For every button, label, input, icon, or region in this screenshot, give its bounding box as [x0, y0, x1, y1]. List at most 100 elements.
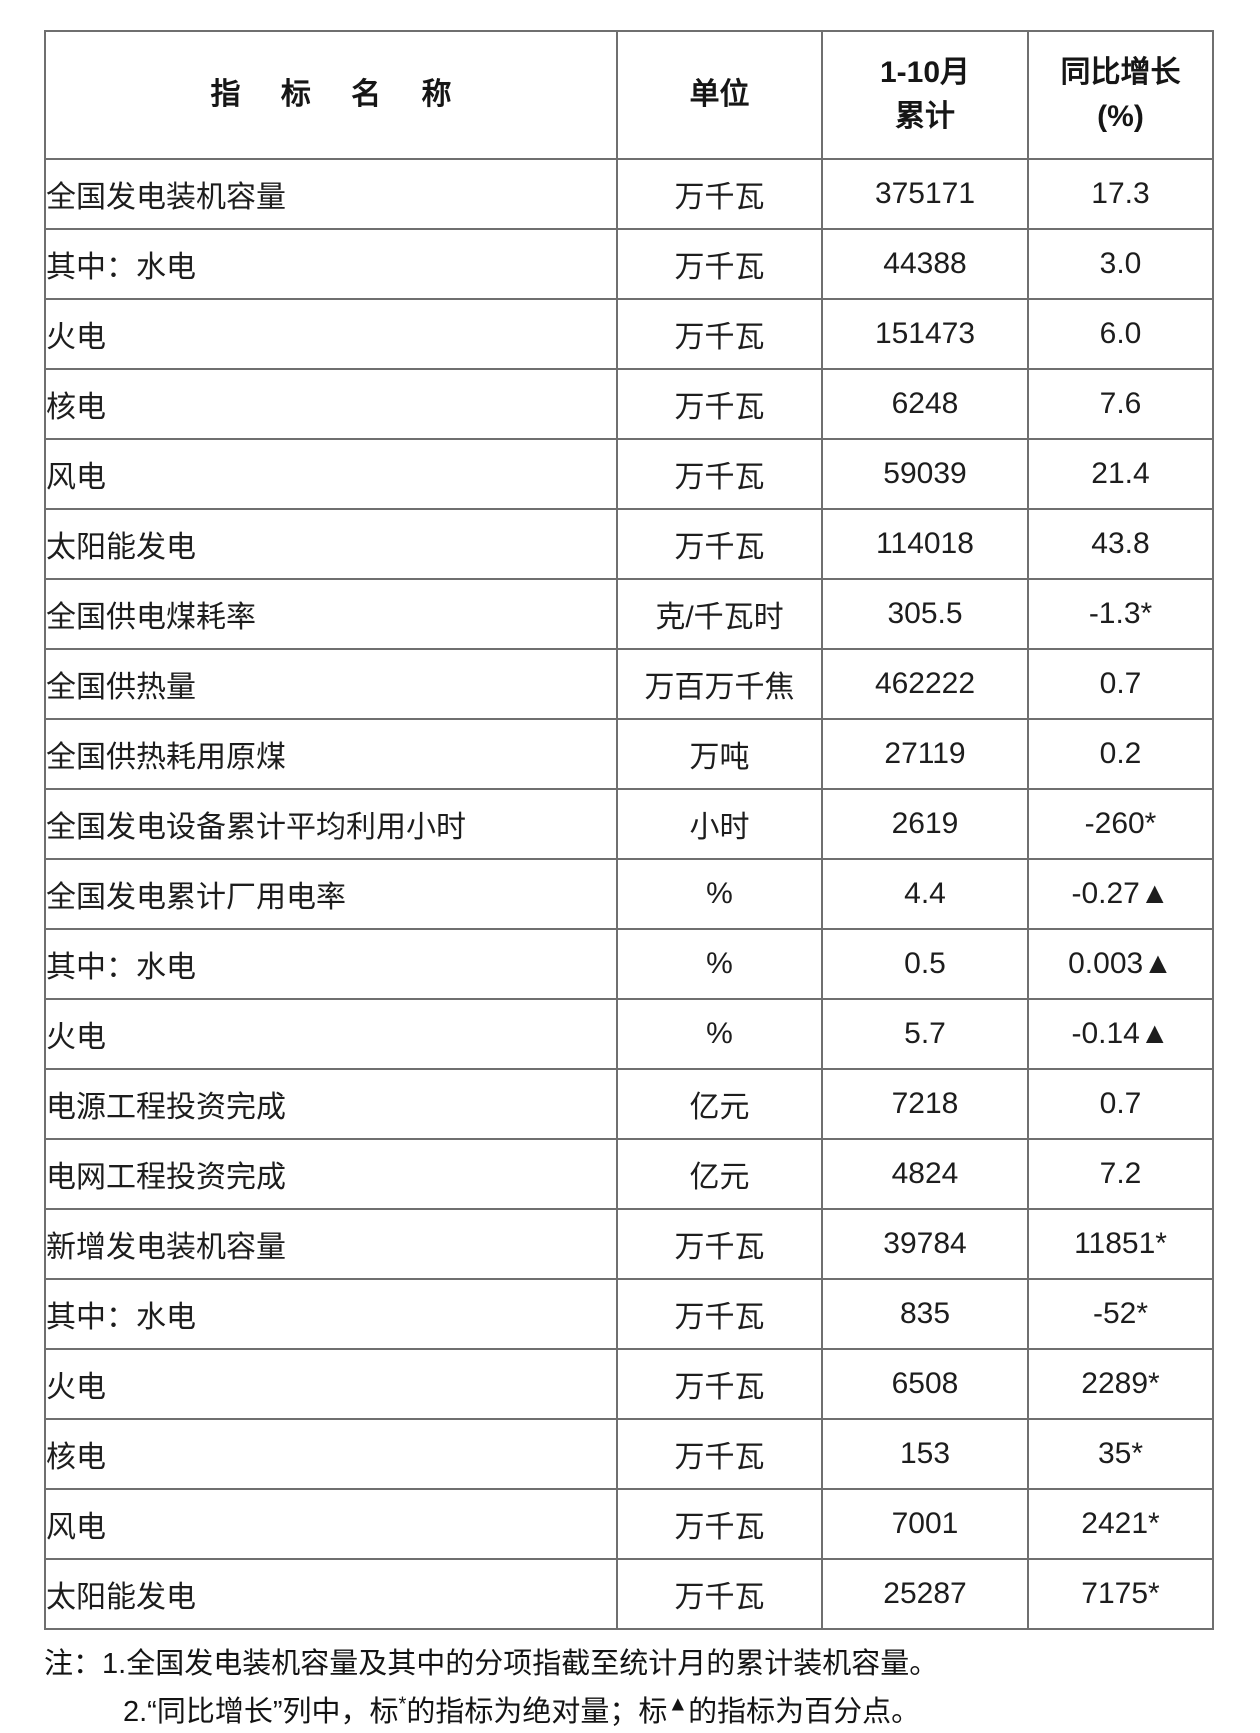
note-line-2: 2.“同比增长”列中，标*的指标为绝对量；标▲的指标为百分点。 [44, 1688, 1234, 1733]
value-cell: 59039 [821, 438, 1029, 510]
unit-cell: 小时 [616, 788, 823, 860]
table-row: 其中：水电 万千瓦 835 -52* [44, 1278, 1214, 1350]
table-row: 风电 万千瓦 59039 21.4 [44, 438, 1214, 510]
indicator-cell: 新增发电装机容量 [44, 1208, 618, 1280]
value-cell: 39784 [821, 1208, 1029, 1280]
value-cell: 151473 [821, 298, 1029, 370]
indicator-cell: 全国发电累计厂用电率 [44, 858, 618, 930]
growth-cell: 43.8 [1027, 508, 1214, 580]
header-period-line1: 1-10月 [879, 56, 971, 89]
table-row: 核电 万千瓦 6248 7.6 [44, 368, 1214, 440]
unit-cell: 万千瓦 [616, 1208, 823, 1280]
indicator-cell: 火电 [44, 298, 618, 370]
growth-cell: -0.27▲ [1027, 858, 1214, 930]
value-cell: 7218 [821, 1068, 1029, 1140]
growth-cell: 0.7 [1027, 648, 1214, 720]
unit-cell: % [616, 928, 823, 1000]
indicator-cell: 太阳能发电 [44, 508, 618, 580]
value-cell: 375171 [821, 158, 1029, 230]
header-unit: 单位 [616, 30, 823, 160]
growth-cell: 21.4 [1027, 438, 1214, 510]
unit-cell: % [616, 858, 823, 930]
unit-cell: 万千瓦 [616, 1558, 823, 1630]
table-row: 火电 万千瓦 151473 6.0 [44, 298, 1214, 370]
indicator-cell: 其中：水电 [44, 928, 618, 1000]
indicator-cell: 风电 [44, 438, 618, 510]
indicator-cell: 核电 [44, 368, 618, 440]
growth-cell: 2289* [1027, 1348, 1214, 1420]
indicator-cell: 其中：水电 [44, 228, 618, 300]
unit-cell: 万千瓦 [616, 1418, 823, 1490]
table-row: 核电 万千瓦 153 35* [44, 1418, 1214, 1490]
growth-cell: 0.2 [1027, 718, 1214, 790]
growth-cell: 3.0 [1027, 228, 1214, 300]
table-row: 电源工程投资完成 亿元 7218 0.7 [44, 1068, 1214, 1140]
table-row: 太阳能发电 万千瓦 25287 7175* [44, 1558, 1214, 1630]
indicator-cell: 全国发电设备累计平均利用小时 [44, 788, 618, 860]
header-indicator-name: 指 标 名 称 [44, 30, 618, 160]
unit-cell: 万千瓦 [616, 1348, 823, 1420]
note-1-text: 1.全国发电装机容量及其中的分项指截至统计月的累计装机容量。 [102, 1648, 939, 1680]
value-cell: 153 [821, 1418, 1029, 1490]
note-line-1: 注：1.全国发电装机容量及其中的分项指截至统计月的累计装机容量。 [44, 1640, 1234, 1688]
indicator-cell: 全国供热耗用原煤 [44, 718, 618, 790]
note-2-text-b: 的指标为绝对量；标 [406, 1696, 668, 1728]
header-period-line2: 累计 [895, 100, 955, 133]
value-cell: 6248 [821, 368, 1029, 440]
table-row: 全国发电设备累计平均利用小时 小时 2619 -260* [44, 788, 1214, 860]
growth-cell: -260* [1027, 788, 1214, 860]
indicator-cell: 全国供电煤耗率 [44, 578, 618, 650]
value-cell: 5.7 [821, 998, 1029, 1070]
asterisk-mark: * [398, 1693, 407, 1716]
unit-cell: 万千瓦 [616, 368, 823, 440]
growth-cell: -1.3* [1027, 578, 1214, 650]
table-header-row: 指 标 名 称 单位 1-10月 累计 同比增长 (%) [44, 30, 1214, 160]
indicator-cell: 火电 [44, 998, 618, 1070]
unit-cell: 万吨 [616, 718, 823, 790]
unit-cell: 万千瓦 [616, 298, 823, 370]
unit-cell: 亿元 [616, 1068, 823, 1140]
unit-cell: 万千瓦 [616, 1488, 823, 1560]
table-row: 风电 万千瓦 7001 2421* [44, 1488, 1214, 1560]
growth-cell: -0.14▲ [1027, 998, 1214, 1070]
header-growth-line2: (%) [1097, 100, 1144, 133]
indicator-cell: 全国供热量 [44, 648, 618, 720]
indicator-cell: 全国发电装机容量 [44, 158, 618, 230]
table-row: 新增发电装机容量 万千瓦 39784 11851* [44, 1208, 1214, 1280]
unit-cell: % [616, 998, 823, 1070]
growth-cell: 7.6 [1027, 368, 1214, 440]
unit-cell: 万千瓦 [616, 158, 823, 230]
unit-cell: 万千瓦 [616, 508, 823, 580]
growth-cell: 6.0 [1027, 298, 1214, 370]
growth-cell: 2421* [1027, 1488, 1214, 1560]
triangle-mark: ▲ [667, 1692, 689, 1716]
indicator-cell: 电源工程投资完成 [44, 1068, 618, 1140]
indicator-cell: 电网工程投资完成 [44, 1138, 618, 1210]
growth-cell: 17.3 [1027, 158, 1214, 230]
value-cell: 0.5 [821, 928, 1029, 1000]
table-row: 太阳能发电 万千瓦 114018 43.8 [44, 508, 1214, 580]
indicator-cell: 核电 [44, 1418, 618, 1490]
table-row: 全国供热耗用原煤 万吨 27119 0.2 [44, 718, 1214, 790]
indicator-cell: 其中：水电 [44, 1278, 618, 1350]
growth-cell: -52* [1027, 1278, 1214, 1350]
table-row: 火电 万千瓦 6508 2289* [44, 1348, 1214, 1420]
value-cell: 305.5 [821, 578, 1029, 650]
growth-cell: 0.003▲ [1027, 928, 1214, 1000]
unit-cell: 亿元 [616, 1138, 823, 1210]
power-statistics-table: 指 标 名 称 单位 1-10月 累计 同比增长 (%) 全国发电装机容量 万千… [44, 30, 1214, 1630]
value-cell: 114018 [821, 508, 1029, 580]
unit-cell: 万千瓦 [616, 228, 823, 300]
table-row: 全国发电装机容量 万千瓦 375171 17.3 [44, 158, 1214, 230]
value-cell: 7001 [821, 1488, 1029, 1560]
value-cell: 462222 [821, 648, 1029, 720]
value-cell: 44388 [821, 228, 1029, 300]
header-growth: 同比增长 (%) [1027, 30, 1214, 160]
growth-cell: 7175* [1027, 1558, 1214, 1630]
note-2-text-a: 2.“同比增长”列中，标 [123, 1696, 399, 1728]
table-row: 全国发电累计厂用电率 % 4.4 -0.27▲ [44, 858, 1214, 930]
unit-cell: 万千瓦 [616, 1278, 823, 1350]
value-cell: 25287 [821, 1558, 1029, 1630]
table-row: 全国供热量 万百万千焦 462222 0.7 [44, 648, 1214, 720]
